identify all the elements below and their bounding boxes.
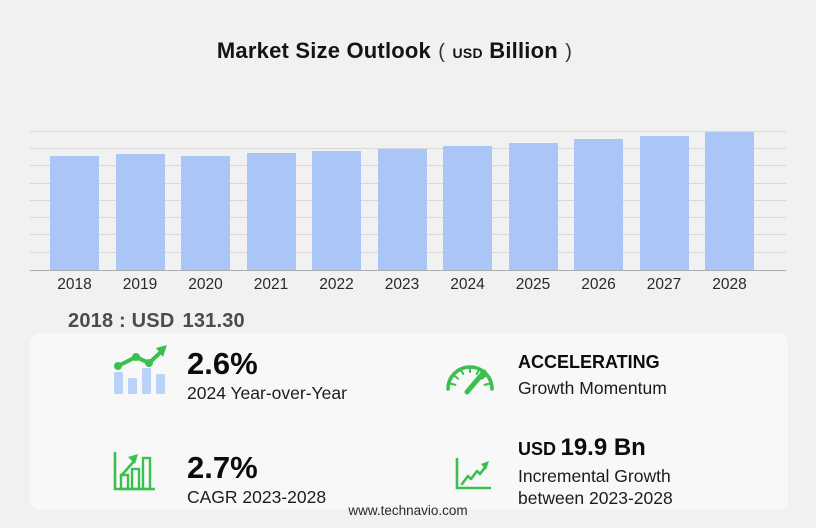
bar-2019 xyxy=(115,154,165,270)
stat-cagr-value: 2.7% xyxy=(187,450,258,485)
bar-growth-icon xyxy=(112,450,158,497)
page-title: Market Size Outlook ( USD Billion ) xyxy=(0,38,816,64)
stat-yoy-value: 2.6% xyxy=(187,346,258,381)
stats-panel xyxy=(30,333,788,510)
x-tick-2027: 2027 xyxy=(646,276,682,293)
stat-momentum: ACCELERATING Growth Momentum xyxy=(518,352,667,399)
stat-incremental-label-line2: between 2023-2028 xyxy=(518,487,673,508)
bar-chart xyxy=(30,124,786,271)
title-main: Market Size Outlook xyxy=(216,38,431,63)
bar-2027 xyxy=(639,136,689,270)
x-tick-2019: 2019 xyxy=(122,276,158,293)
bar-2018 xyxy=(50,156,99,270)
bar-2024 xyxy=(443,146,492,270)
bar-2023 xyxy=(377,149,427,270)
stat-incremental: USD 19.9 Bn Incremental Growth between 2… xyxy=(518,434,673,510)
bar-2028 xyxy=(705,132,754,270)
caption-label: 2018 : USD xyxy=(68,310,175,332)
chart-bars xyxy=(50,124,754,270)
bar-2020 xyxy=(181,156,230,270)
stat-momentum-label: Growth Momentum xyxy=(518,377,667,398)
stat-incremental-currency: USD xyxy=(518,439,557,459)
stat-yoy-label: 2024 Year-over-Year xyxy=(187,383,347,403)
bar-2026 xyxy=(574,139,623,270)
stat-yoy: 2.6% 2024 Year-over-Year xyxy=(187,348,347,405)
x-tick-2023: 2023 xyxy=(384,276,420,293)
stat-incremental-label-line1: Incremental Growth xyxy=(518,466,671,486)
stat-momentum-value: ACCELERATING xyxy=(518,352,660,372)
first-year-value-caption: 2018 : USD 131.30 xyxy=(68,310,245,333)
gridline-140 xyxy=(30,147,786,149)
stat-incremental-amount: 19.9 Bn xyxy=(560,434,646,461)
bar-2021 xyxy=(246,153,296,270)
caption-value: 131.30 xyxy=(182,310,245,332)
x-axis-labels: 2018 2019 2020 2021 2022 2023 2024 2025 2026 2027… xyxy=(50,276,754,294)
bar-2025 xyxy=(508,143,558,270)
x-tick-2026: 2026 xyxy=(581,276,616,293)
footer-url: www.technavio.com xyxy=(348,503,468,518)
x-tick-2021: 2021 xyxy=(253,276,289,293)
title-unit-word: Billion xyxy=(489,38,558,63)
title-paren-close: ) xyxy=(565,41,573,63)
title-unit-currency: USD xyxy=(452,45,483,61)
title-paren-open: ( xyxy=(438,41,446,63)
gridline-160 xyxy=(30,130,786,132)
x-tick-2025: 2025 xyxy=(515,276,551,293)
stat-cagr: 2.7% CAGR 2023-2028 xyxy=(187,452,326,509)
bar-2022 xyxy=(312,151,361,270)
speedometer-icon xyxy=(443,352,497,401)
x-tick-2020: 2020 xyxy=(188,276,223,293)
x-tick-2024: 2024 xyxy=(450,276,485,293)
x-tick-2022: 2022 xyxy=(319,276,354,293)
line-growth-icon xyxy=(455,456,493,495)
stat-incremental-value: USD 19.9 Bn xyxy=(518,434,673,462)
x-tick-2018: 2018 xyxy=(57,276,92,293)
stat-cagr-label: CAGR 2023-2028 xyxy=(187,487,327,507)
trend-bars-icon xyxy=(111,344,169,401)
x-tick-2028: 2028 xyxy=(712,276,747,293)
